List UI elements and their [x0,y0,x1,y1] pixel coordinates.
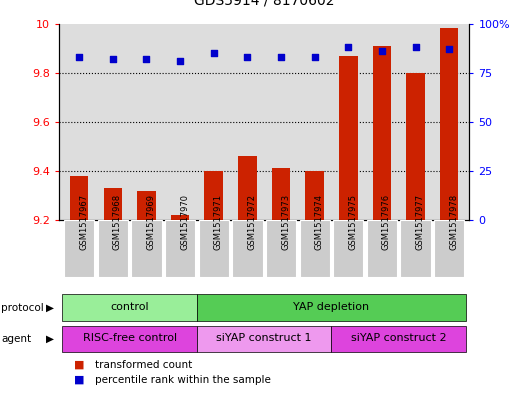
Bar [232,220,263,277]
Text: GSM1517972: GSM1517972 [247,194,256,250]
Point [142,56,150,62]
Text: GSM1517975: GSM1517975 [348,194,357,250]
Bar [266,220,296,277]
Point [445,46,453,52]
Bar [137,191,156,220]
Text: protocol: protocol [1,303,44,312]
Bar [406,73,425,220]
Bar [272,169,290,220]
Bar [205,171,223,220]
Bar [238,156,256,220]
Bar [171,215,189,220]
Point [109,56,117,62]
Point [344,44,352,50]
Bar [339,55,358,220]
Text: GSM1517969: GSM1517969 [146,194,155,250]
Point [411,44,420,50]
Bar [199,220,229,277]
Bar [165,220,195,277]
Text: GSM1517973: GSM1517973 [281,194,290,250]
Text: ■: ■ [74,360,85,370]
Bar [434,220,464,277]
Bar [197,294,466,321]
Text: GSM1517970: GSM1517970 [180,194,189,250]
Bar [63,294,197,321]
Text: transformed count: transformed count [95,360,192,370]
Point [310,54,319,60]
Text: GSM1517971: GSM1517971 [214,194,223,250]
Point [210,50,218,56]
Text: YAP depletion: YAP depletion [293,302,369,312]
Text: GSM1517977: GSM1517977 [416,194,425,250]
Bar [104,188,122,220]
Text: GSM1517976: GSM1517976 [382,194,391,250]
Bar [64,220,94,277]
Text: GSM1517978: GSM1517978 [449,194,458,250]
Bar [367,220,397,277]
Bar [70,176,88,220]
Point [75,54,83,60]
Bar [440,29,459,220]
Point [277,54,285,60]
Text: percentile rank within the sample: percentile rank within the sample [95,375,271,385]
Bar [197,326,331,352]
Text: control: control [110,302,149,312]
Text: GDS5914 / 8170602: GDS5914 / 8170602 [194,0,334,8]
Bar [333,220,363,277]
Point [378,48,386,54]
Text: GSM1517974: GSM1517974 [314,194,324,250]
Point [176,58,184,64]
Bar [331,326,466,352]
Bar [63,326,197,352]
Bar [401,220,431,277]
Bar [131,220,162,277]
Bar [300,220,330,277]
Bar [305,171,324,220]
Text: RISC-free control: RISC-free control [83,333,176,343]
Bar [372,46,391,220]
Text: siYAP construct 1: siYAP construct 1 [216,333,312,343]
Text: ▶: ▶ [46,334,54,344]
Point [243,54,251,60]
Text: agent: agent [1,334,31,344]
Bar [97,220,128,277]
Text: GSM1517968: GSM1517968 [113,194,122,250]
Text: GSM1517967: GSM1517967 [79,194,88,250]
Text: ▶: ▶ [46,303,54,312]
Text: ■: ■ [74,375,85,385]
Text: siYAP construct 2: siYAP construct 2 [351,333,446,343]
